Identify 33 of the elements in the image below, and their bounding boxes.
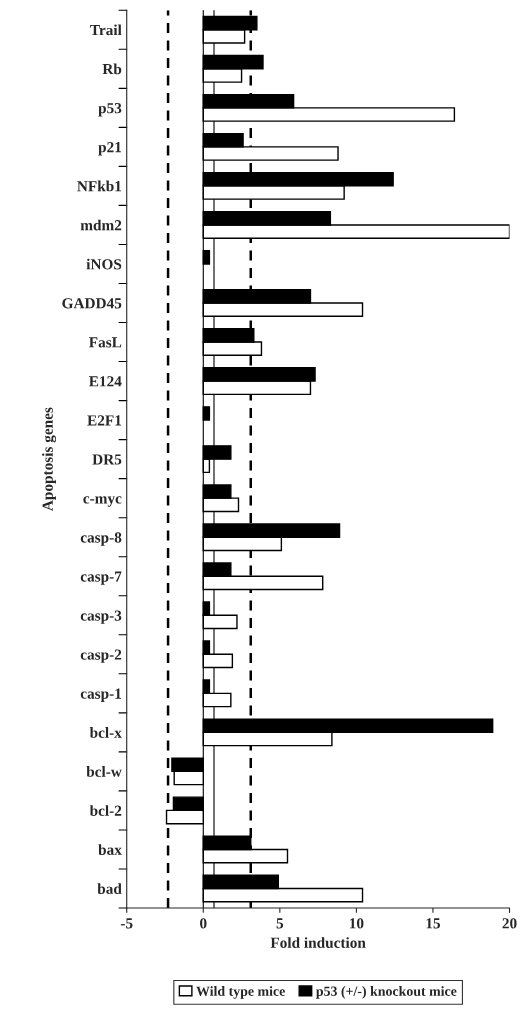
y-tick-label: casp-1 bbox=[80, 688, 122, 702]
y-tick-label: bcl-w bbox=[86, 766, 122, 777]
x-tick-label: 20 bbox=[502, 918, 517, 929]
x-tick-label: 0 bbox=[200, 918, 207, 929]
y-tick-label: p21 bbox=[98, 142, 122, 156]
y-tick-label: casp-7 bbox=[80, 571, 122, 585]
y-tick-label: p53 bbox=[98, 103, 122, 117]
y-tick-label: bcl-x bbox=[89, 727, 122, 738]
y-axis-title: Apoptosis genes bbox=[42, 407, 57, 511]
legend-label: Wild type mice bbox=[196, 986, 285, 999]
y-tick-label: E124 bbox=[89, 376, 122, 387]
y-tick-label: FasL bbox=[89, 337, 122, 348]
y-tick-label: Trail bbox=[90, 24, 122, 36]
x-tick-label: -5 bbox=[120, 918, 133, 929]
x-tick-label: 15 bbox=[426, 918, 441, 929]
x-tick-label: 5 bbox=[276, 918, 284, 929]
y-tick-label: Rb bbox=[102, 63, 122, 75]
y-tick-label: bax bbox=[98, 844, 122, 855]
legend-label: p53 (+/-) knockout mice bbox=[316, 986, 457, 999]
y-tick-label: casp-3 bbox=[80, 610, 122, 624]
y-tick-label: bcl-2 bbox=[89, 805, 122, 816]
y-tick-label: iNOS bbox=[86, 258, 122, 270]
y-tick-label: c-myc bbox=[83, 496, 122, 507]
y-tick-label: casp-8 bbox=[80, 532, 122, 546]
y-tick-label: casp-2 bbox=[80, 649, 122, 663]
x-axis-title: Fold induction bbox=[270, 937, 366, 948]
x-tick-label: 10 bbox=[349, 918, 364, 929]
y-tick-label: DR5 bbox=[92, 454, 122, 465]
y-tick-label: E2F1 bbox=[87, 415, 122, 426]
y-tick-label: mdm2 bbox=[80, 219, 122, 231]
y-tick-label: bad bbox=[97, 883, 122, 894]
y-tick-label: NFkb1 bbox=[77, 180, 122, 192]
y-tick-label: GADD45 bbox=[62, 298, 122, 309]
